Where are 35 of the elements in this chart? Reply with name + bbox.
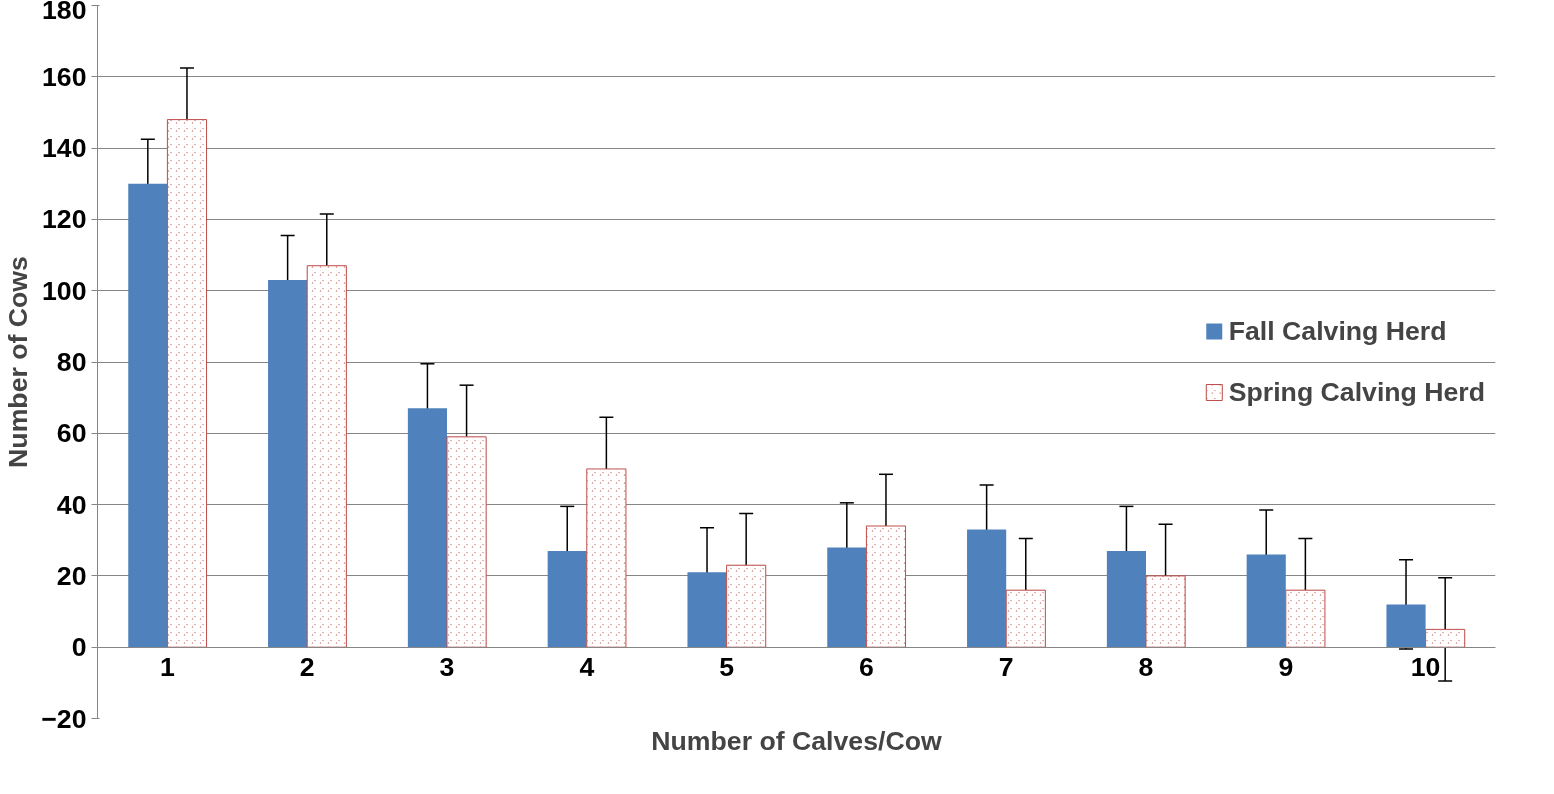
y-tick-label: 0 — [71, 632, 87, 663]
bar — [128, 183, 168, 648]
y-tick-label: 80 — [56, 347, 87, 377]
y-tick-label: 140 — [42, 133, 87, 164]
y-tick-label: 20 — [56, 560, 87, 591]
bar — [967, 529, 1007, 648]
x-tick-label: 1 — [159, 652, 175, 683]
y-tick-label: 180 — [42, 0, 87, 25]
legend-label: Spring Calving Herd — [1228, 376, 1485, 408]
bar — [547, 550, 587, 648]
x-tick-label: 4 — [579, 652, 595, 683]
x-tick-label: 6 — [858, 652, 874, 683]
y-tick-label: 60 — [56, 418, 87, 449]
x-tick-label: 3 — [439, 652, 455, 683]
x-tick-label: 2 — [299, 652, 315, 683]
x-tick-label: 9 — [1278, 652, 1294, 683]
y-tick-label: 40 — [56, 489, 87, 520]
y-tick-label: 120 — [42, 204, 87, 235]
y-axis-title: Number of Cows — [3, 256, 34, 468]
bar — [687, 572, 727, 648]
x-tick-label: 5 — [719, 652, 735, 683]
bar — [1386, 604, 1426, 648]
x-tick-label: 8 — [1138, 652, 1154, 683]
x-tick-label: 7 — [998, 652, 1014, 683]
x-tick-label: 10 — [1410, 652, 1441, 683]
bar — [1106, 550, 1146, 648]
bar — [407, 408, 447, 648]
y-tick-label: 160 — [42, 61, 87, 92]
legend-label: Fall Calving Herd — [1228, 315, 1447, 347]
bar — [268, 280, 308, 648]
bar — [1246, 554, 1286, 648]
y-tick-label: −20 — [41, 703, 87, 734]
bar — [827, 547, 867, 648]
x-axis-title: Number of Calves/Cow — [651, 725, 942, 756]
y-tick-label: 100 — [42, 275, 87, 306]
